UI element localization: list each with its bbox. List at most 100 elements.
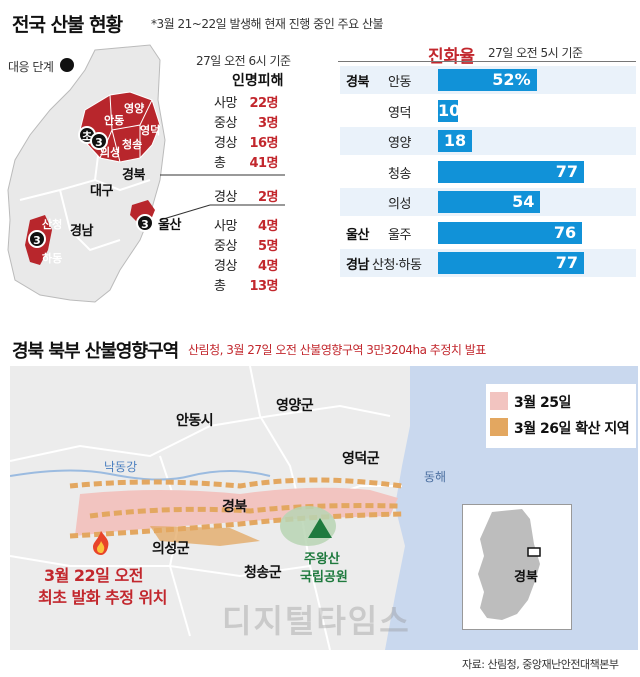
casualty-type: 중상 — [214, 116, 237, 131]
legend-swatch-mar26 — [490, 418, 508, 436]
containment-heading: 진화율 — [428, 47, 475, 67]
containment-area-label: 울주 — [388, 227, 411, 243]
casualty-row-gyeongnam: 경상 4명 — [214, 255, 279, 274]
containment-area-label: 산청·하동 — [372, 258, 422, 273]
district-border — [99, 94, 153, 163]
containment-bar: 76 — [438, 221, 583, 244]
casualty-row-gyeongbuk: 중상 3명 — [214, 112, 279, 131]
label-uiseong: 의성 — [100, 146, 121, 159]
casualty-type: 중상 — [214, 239, 237, 254]
casualty-count: 3명 — [257, 116, 279, 131]
containment-area-label: 안동 — [388, 75, 411, 90]
national-park-zone — [280, 506, 336, 546]
national-park-triangle-icon — [308, 518, 332, 538]
place-river: 낙동강 — [104, 460, 138, 474]
place-uiseong: 의성군 — [152, 541, 190, 557]
casualty-count: 16명 — [249, 136, 278, 151]
label-gyeongbuk: 경북 — [122, 168, 145, 183]
casualty-row-gyeongnam: 총 13명 — [214, 275, 278, 294]
nakdong-river — [10, 469, 271, 481]
casualty-type: 경상 — [214, 136, 237, 151]
label-gyeongnam: 경남 — [70, 224, 93, 239]
containment-bar: 77 — [438, 160, 584, 183]
response-badge-gyeongbuk: 3 — [90, 132, 108, 150]
label-ulsan: 울산 — [158, 218, 181, 233]
casualty-count: 2명 — [257, 190, 279, 205]
place-cheongsong: 청송군 — [244, 565, 282, 581]
containment-region-label: 경남 — [346, 258, 369, 273]
label-yeongdeok: 영덕 — [140, 124, 161, 137]
map-legend — [486, 384, 636, 448]
province-border — [59, 189, 121, 252]
casualty-row-gyeongnam: 중상 5명 — [214, 235, 279, 254]
containment-row-bg — [340, 127, 636, 155]
casualty-count: 13명 — [249, 279, 278, 294]
legend-swatch-mar25 — [490, 392, 508, 410]
place-gyeongbuk: 경북 — [222, 499, 247, 515]
origin-label-line1: 3월 22일 오전 — [44, 566, 143, 585]
watermark: 디지털타임스 — [222, 602, 411, 640]
place-andong: 안동시 — [176, 413, 214, 429]
county-border — [10, 404, 391, 462]
page-subtitle: *3월 21~22일 발생해 현재 진행 중인 주요 산불 — [151, 17, 384, 31]
casualty-timestamp: 27일 오전 6시 기준 — [196, 54, 291, 68]
label-daegu: 대구 — [90, 184, 113, 199]
containment-bar: 18 — [438, 130, 473, 152]
label-sancheong: 산청 — [42, 218, 63, 231]
casualty-count: 22명 — [249, 96, 278, 111]
casualty-row-gyeongnam: 사망 4명 — [214, 215, 279, 234]
containment-bar: 10 — [438, 99, 461, 122]
casualty-count: 5명 — [257, 239, 279, 254]
county-border — [10, 555, 311, 578]
label-hadong: 하동 — [42, 252, 63, 265]
legend-label-mar25: 3월 25일 — [514, 395, 571, 411]
casualty-row-gyeongbuk: 경상 16명 — [214, 132, 278, 151]
casualty-count: 4명 — [257, 219, 279, 234]
section2-subtitle: 산림청, 3월 27일 오전 산불영향구역 3만3204ha 추정치 발표 — [188, 343, 486, 357]
casualty-type: 사망 — [214, 219, 237, 234]
response-badge-ulsan: 3 — [136, 214, 154, 232]
containment-bar: 52% — [438, 69, 537, 91]
casualty-heading: 인명피해 — [232, 73, 284, 89]
casualty-type: 총 — [214, 279, 226, 294]
legend-label-mar26: 3월 26일 확산 지역 — [514, 421, 630, 437]
section2-title: 경북 북부 산불영향구역 — [12, 341, 179, 362]
casualty-count: 41명 — [249, 156, 278, 171]
response-level-dot-icon — [60, 58, 74, 72]
containment-area-label: 영양 — [388, 136, 411, 151]
casualty-row-ulsan: 경상 2명 — [214, 186, 279, 205]
label-cheongsong: 청송 — [122, 138, 143, 151]
fire-origin-icon — [93, 531, 109, 555]
park-label-line1: 주왕산 — [304, 552, 340, 567]
inset-korea-map — [478, 509, 541, 620]
label-yeongyang: 영양 — [124, 102, 145, 115]
source-footer: 자료: 산림청, 중앙재난안전대책본부 — [462, 658, 619, 671]
casualty-type: 사망 — [214, 96, 237, 111]
place-yeongyang: 영양군 — [276, 398, 314, 414]
place-sea: 동해 — [424, 470, 447, 484]
place-yeongdeok: 영덕군 — [342, 451, 380, 467]
casualty-type: 경상 — [214, 190, 237, 205]
casualty-type: 경상 — [214, 259, 237, 274]
label-andong: 안동 — [104, 114, 125, 127]
burn-area-mar26 — [69, 477, 403, 539]
leader-line — [159, 204, 211, 221]
inset-label-gyeongbuk: 경북 — [514, 570, 538, 585]
park-label-line2: 국립공원 — [300, 570, 348, 585]
page-title: 전국 산불 현황 — [12, 14, 123, 36]
containment-bar: 54 — [438, 191, 541, 213]
containment-timestamp: 27일 오전 5시 기준 — [488, 46, 583, 60]
containment-row-bg — [340, 96, 636, 125]
containment-region-label: 경북 — [346, 75, 369, 90]
containment-header-rule — [338, 61, 636, 62]
containment-region-label: 울산 — [346, 227, 369, 243]
county-border — [249, 366, 331, 650]
containment-area-label: 의성 — [388, 197, 411, 212]
response-badge-gyeongnam: 3 — [28, 230, 46, 248]
casualty-type: 총 — [214, 156, 226, 171]
containment-area-label: 영덕 — [388, 105, 411, 121]
casualty-row-gyeongbuk: 사망 22명 — [214, 92, 278, 111]
containment-bar: 77 — [438, 252, 584, 274]
response-level-label: 대응 단계 — [8, 60, 54, 74]
burn-area-mar26-south — [150, 526, 260, 546]
